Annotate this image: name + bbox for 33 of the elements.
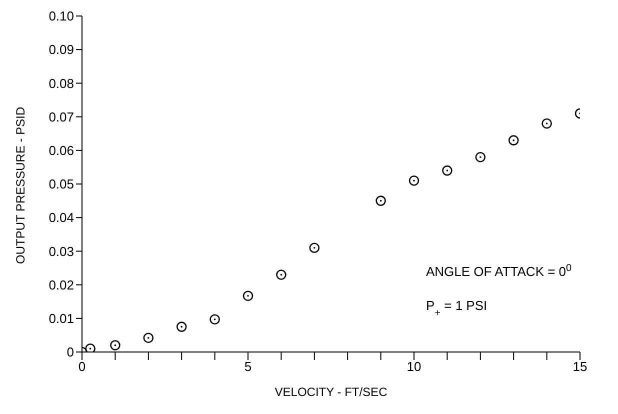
point — [110, 340, 120, 350]
point — [408, 175, 420, 186]
x-tick-label: 15 — [572, 359, 588, 374]
y-tick-label: 0.09 — [48, 42, 74, 58]
y-tick-label: 0.03 — [48, 244, 74, 259]
y-tick-label: 0 — [66, 344, 74, 360]
annotation: ANGLE OF ATTACK = 0$^{0}$ — [426, 262, 572, 279]
point — [176, 322, 187, 332]
point — [442, 165, 452, 176]
y-tick-label: 0.01 — [48, 311, 74, 326]
point — [143, 332, 154, 344]
y-tick-label: 0.08 — [48, 76, 74, 91]
x-tick-label: 5 — [244, 359, 252, 374]
point — [475, 152, 486, 162]
point — [309, 242, 320, 253]
y-tick-label: 0.05 — [48, 176, 74, 192]
y-axis-title: OUTPUT PRESSURE - PSID — [13, 106, 28, 264]
x-tick-label: 10 — [406, 359, 422, 374]
point — [242, 290, 254, 302]
x-tick-label: 0 — [78, 359, 86, 374]
point — [542, 118, 552, 129]
point — [210, 314, 220, 325]
point — [376, 196, 386, 206]
point — [276, 270, 286, 280]
y-tick-label: 0.06 — [48, 143, 74, 158]
y-tick-label: 0.10 — [48, 8, 74, 24]
annotation: P$_{+}$ = 1 PSI — [426, 298, 488, 318]
point — [508, 135, 519, 146]
x-axis-title: VELOCITY - FT/SEC — [274, 385, 388, 399]
y-tick-label: 0.04 — [48, 210, 74, 226]
point — [85, 343, 96, 352]
y-tick-label: 0.07 — [48, 109, 74, 124]
y-tick-label: 0.02 — [48, 277, 74, 292]
